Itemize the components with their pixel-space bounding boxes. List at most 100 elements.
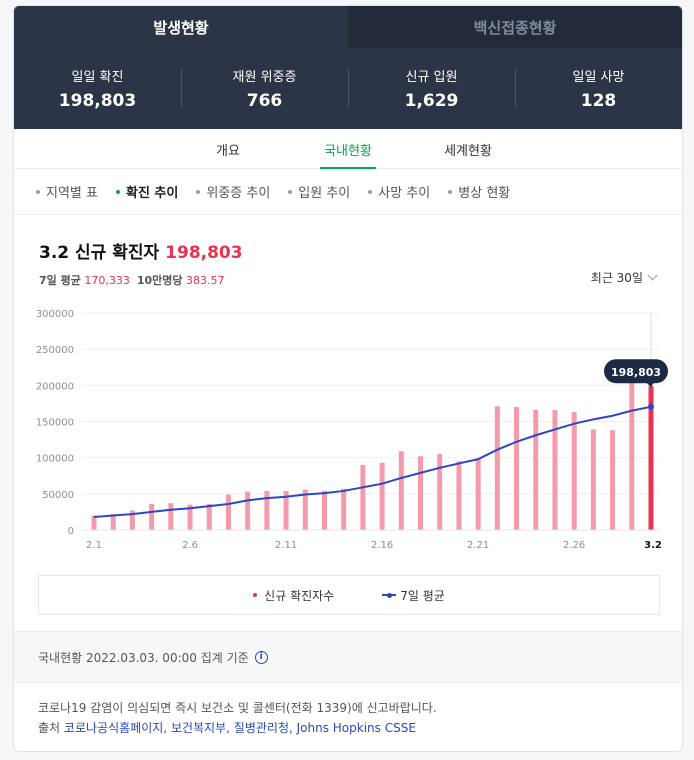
bullet-icon (368, 189, 373, 194)
chip-label: 사망 추이 (378, 186, 431, 201)
chip-bed-status[interactable]: 병상 현황 (448, 182, 510, 201)
bar[interactable] (437, 454, 443, 530)
avg-label: 7일 평균 (39, 274, 81, 287)
chip-admission-trend[interactable]: 입원 추이 (288, 182, 350, 201)
chart-title-text: 3.2 신규 확진자 (39, 243, 160, 263)
chevron-down-icon (647, 270, 658, 281)
chart-type-chips: 지역별 표 확진 추이 위중증 추이 입원 추이 사망 추이 병상 현황 (14, 169, 682, 215)
bar[interactable] (571, 412, 577, 530)
bullet-icon (448, 189, 453, 194)
bar[interactable] (283, 490, 289, 530)
stats-row: 일일 확진 198,803 재원 위중증 766 신규 입원 1,629 일일 … (14, 48, 682, 129)
chart-title: 3.2 신규 확진자 198,803 (39, 238, 243, 263)
bar[interactable] (552, 409, 558, 530)
tooltip-bubble (604, 359, 668, 384)
x-tick-label: 2.6 (182, 540, 198, 551)
bar[interactable] (149, 503, 155, 530)
bar[interactable] (187, 504, 193, 530)
bullet-icon (36, 189, 40, 194)
range-selector[interactable]: 최근 30일 (591, 269, 658, 286)
bar[interactable] (264, 490, 270, 530)
basis-bar: 국내현황 2022.03.03. 00:00 집계 기준 i (14, 631, 682, 683)
bar[interactable] (629, 371, 635, 530)
average-point (648, 403, 654, 410)
average-line (93, 405, 652, 518)
x-tick-label: 2.11 (275, 540, 297, 551)
bar[interactable] (590, 429, 596, 530)
tab-domestic[interactable]: 국내현황 (288, 129, 408, 169)
summary-panel: 발생현황 백신접종현황 일일 확진 198,803 재원 위중증 766 신규 … (14, 6, 682, 129)
stat-label: 재원 위중증 (232, 70, 297, 85)
notice-area: 코로나19 감염이 의심되면 즉시 보건소 및 콜센터(전화 1339)에 신고… (38, 698, 437, 738)
bar[interactable] (245, 491, 251, 530)
source-link-kdca[interactable]: 질병관리청, (233, 721, 293, 735)
tab-world[interactable]: 세계현황 (444, 144, 492, 159)
bar[interactable] (360, 464, 366, 530)
chart-header: 3.2 신규 확진자 198,803 7일 평균 170,333 10만명당 38… (39, 238, 243, 288)
stat-label: 일일 사망 (572, 70, 625, 85)
x-tick-label: 2.1 (86, 540, 102, 551)
bar[interactable] (321, 490, 327, 530)
y-tick-label: 0 (68, 526, 74, 537)
per-label: 10만명당 (136, 274, 183, 287)
bar[interactable] (129, 510, 135, 530)
bar[interactable] (456, 461, 462, 530)
stat-daily-deaths: 일일 사망 128 (515, 66, 682, 111)
bar[interactable] (225, 494, 231, 530)
covid-status-card: 발생현황 백신접종현황 일일 확진 198,803 재원 위중증 766 신규 … (13, 5, 683, 752)
bar[interactable] (648, 386, 654, 530)
stat-value: 128 (580, 91, 617, 111)
legend-label: 신규 확진자수 (264, 588, 335, 603)
stat-critical: 재원 위중증 766 (181, 66, 348, 111)
stat-value: 198,803 (58, 91, 137, 111)
bullet-icon (196, 189, 201, 194)
bar[interactable] (379, 462, 385, 530)
y-tick-label: 150000 (36, 418, 74, 429)
bar[interactable] (610, 430, 616, 530)
source-link-jhu[interactable]: Johns Hopkins CSSE (296, 721, 416, 735)
bar[interactable] (475, 458, 481, 530)
bar[interactable] (533, 409, 539, 530)
bar[interactable] (418, 456, 424, 530)
bar[interactable] (302, 489, 308, 530)
source-link-mohw[interactable]: 보건복지부, (170, 721, 230, 735)
bar[interactable] (168, 503, 174, 530)
bar[interactable] (91, 515, 97, 530)
chip-label: 입원 추이 (298, 186, 351, 201)
chip-critical-trend[interactable]: 위중증 추이 (196, 182, 270, 201)
legend-label: 7일 평균 (400, 588, 445, 603)
chip-confirmed-trend[interactable]: 확진 추이 (115, 182, 178, 201)
source-links: 출처 코로나공식홈페이지, 보건복지부, 질병관리청, Johns Hopkin… (38, 718, 437, 738)
notice-text: 코로나19 감염이 의심되면 즉시 보건소 및 콜센터(전화 1339)에 신고… (38, 701, 437, 715)
chip-label: 위중증 추이 (206, 186, 271, 201)
tooltip-pointer (646, 382, 654, 388)
tab-outbreak-status[interactable]: 발생현황 (14, 6, 348, 48)
x-tick-label: 2.21 (467, 540, 489, 551)
bar[interactable] (514, 407, 520, 530)
chip-death-trend[interactable]: 사망 추이 (368, 182, 430, 201)
x-tick-label: 2.26 (563, 540, 585, 551)
legend-item-line: 7일 평균 (382, 587, 445, 604)
chart-legend: 신규 확진자수 7일 평균 (38, 575, 660, 615)
per-value: 383.57 (186, 274, 225, 287)
bar[interactable] (206, 503, 212, 530)
chip-region-table[interactable]: 지역별 표 (36, 182, 98, 201)
info-icon[interactable]: i (254, 650, 268, 664)
x-tick-label: 2.16 (371, 540, 393, 551)
stat-value: 766 (246, 91, 283, 111)
y-tick-label: 50000 (42, 490, 74, 501)
bullet-icon (288, 189, 293, 194)
tab-overview[interactable]: 개요 (216, 144, 240, 159)
source-link-kdca-home[interactable]: 코로나공식홈페이지, (63, 721, 168, 735)
bar[interactable] (494, 406, 500, 530)
chart-subinfo: 7일 평균 170,333 10만명당 383.57 (39, 272, 243, 288)
bar[interactable] (341, 488, 347, 530)
chart-title-count: 198,803 (165, 243, 243, 263)
bar[interactable] (398, 451, 404, 530)
sub-tabs: 개요 국내현황 세계현황 (14, 129, 682, 169)
stat-new-admissions: 신규 입원 1,629 (348, 66, 515, 111)
tab-vaccination-status[interactable]: 백신접종현황 (348, 6, 682, 48)
line-marker-icon (382, 592, 397, 598)
bar[interactable] (110, 514, 116, 530)
top-tabs: 발생현황 백신접종현황 (14, 6, 682, 48)
